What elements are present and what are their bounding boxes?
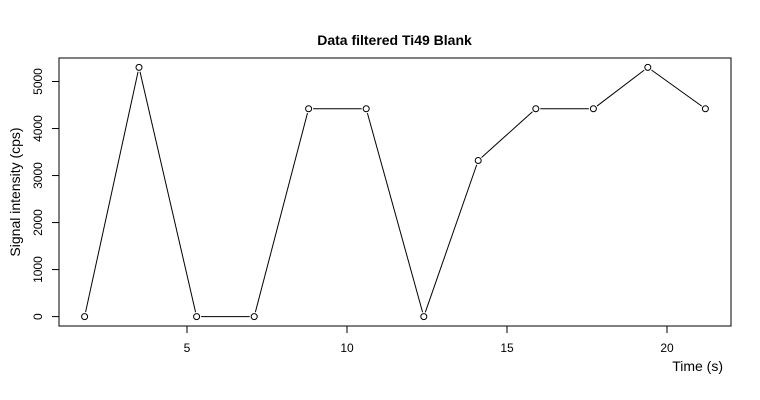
x-tick-label: 15 xyxy=(500,341,514,355)
data-point xyxy=(589,105,597,113)
data-point xyxy=(644,63,652,71)
y-tick-label: 5000 xyxy=(31,68,45,95)
y-tick-label: 1000 xyxy=(31,256,45,283)
x-axis: 5 10 15 20 xyxy=(184,325,674,355)
chart-title: Data filtered Ti49 Blank xyxy=(317,32,472,48)
data-point xyxy=(701,105,709,113)
series-line-segment xyxy=(139,71,197,313)
x-tick-label: 5 xyxy=(184,341,191,355)
series-line-segment xyxy=(596,69,645,107)
y-tick-label: 0 xyxy=(31,313,45,320)
x-tick-label: 10 xyxy=(340,341,354,355)
y-axis: 0 1000 2000 3000 4000 5000 xyxy=(31,68,60,320)
series-line-segment xyxy=(481,111,533,158)
data-point xyxy=(420,313,428,321)
data-point xyxy=(81,313,89,321)
series-line-segment xyxy=(366,112,424,313)
y-tick-label: 2000 xyxy=(31,209,45,236)
y-axis-label: Signal intensity (cps) xyxy=(7,127,23,256)
data-point xyxy=(305,105,313,113)
data-point xyxy=(193,313,201,321)
data-point xyxy=(474,156,482,164)
y-tick-label: 4000 xyxy=(31,115,45,142)
data-point xyxy=(250,313,258,321)
y-tick-label: 3000 xyxy=(31,162,45,189)
data-point xyxy=(362,105,370,113)
data-point xyxy=(135,63,143,71)
x-tick-label: 20 xyxy=(660,341,674,355)
series-line-segment xyxy=(651,69,703,107)
series-line-segment xyxy=(85,71,139,313)
plot-area xyxy=(58,57,732,327)
series-line-segment xyxy=(254,113,308,313)
series-line-segment xyxy=(424,164,478,313)
series-layer xyxy=(81,63,709,321)
data-point xyxy=(532,105,540,113)
x-axis-label: Time (s) xyxy=(672,358,723,374)
